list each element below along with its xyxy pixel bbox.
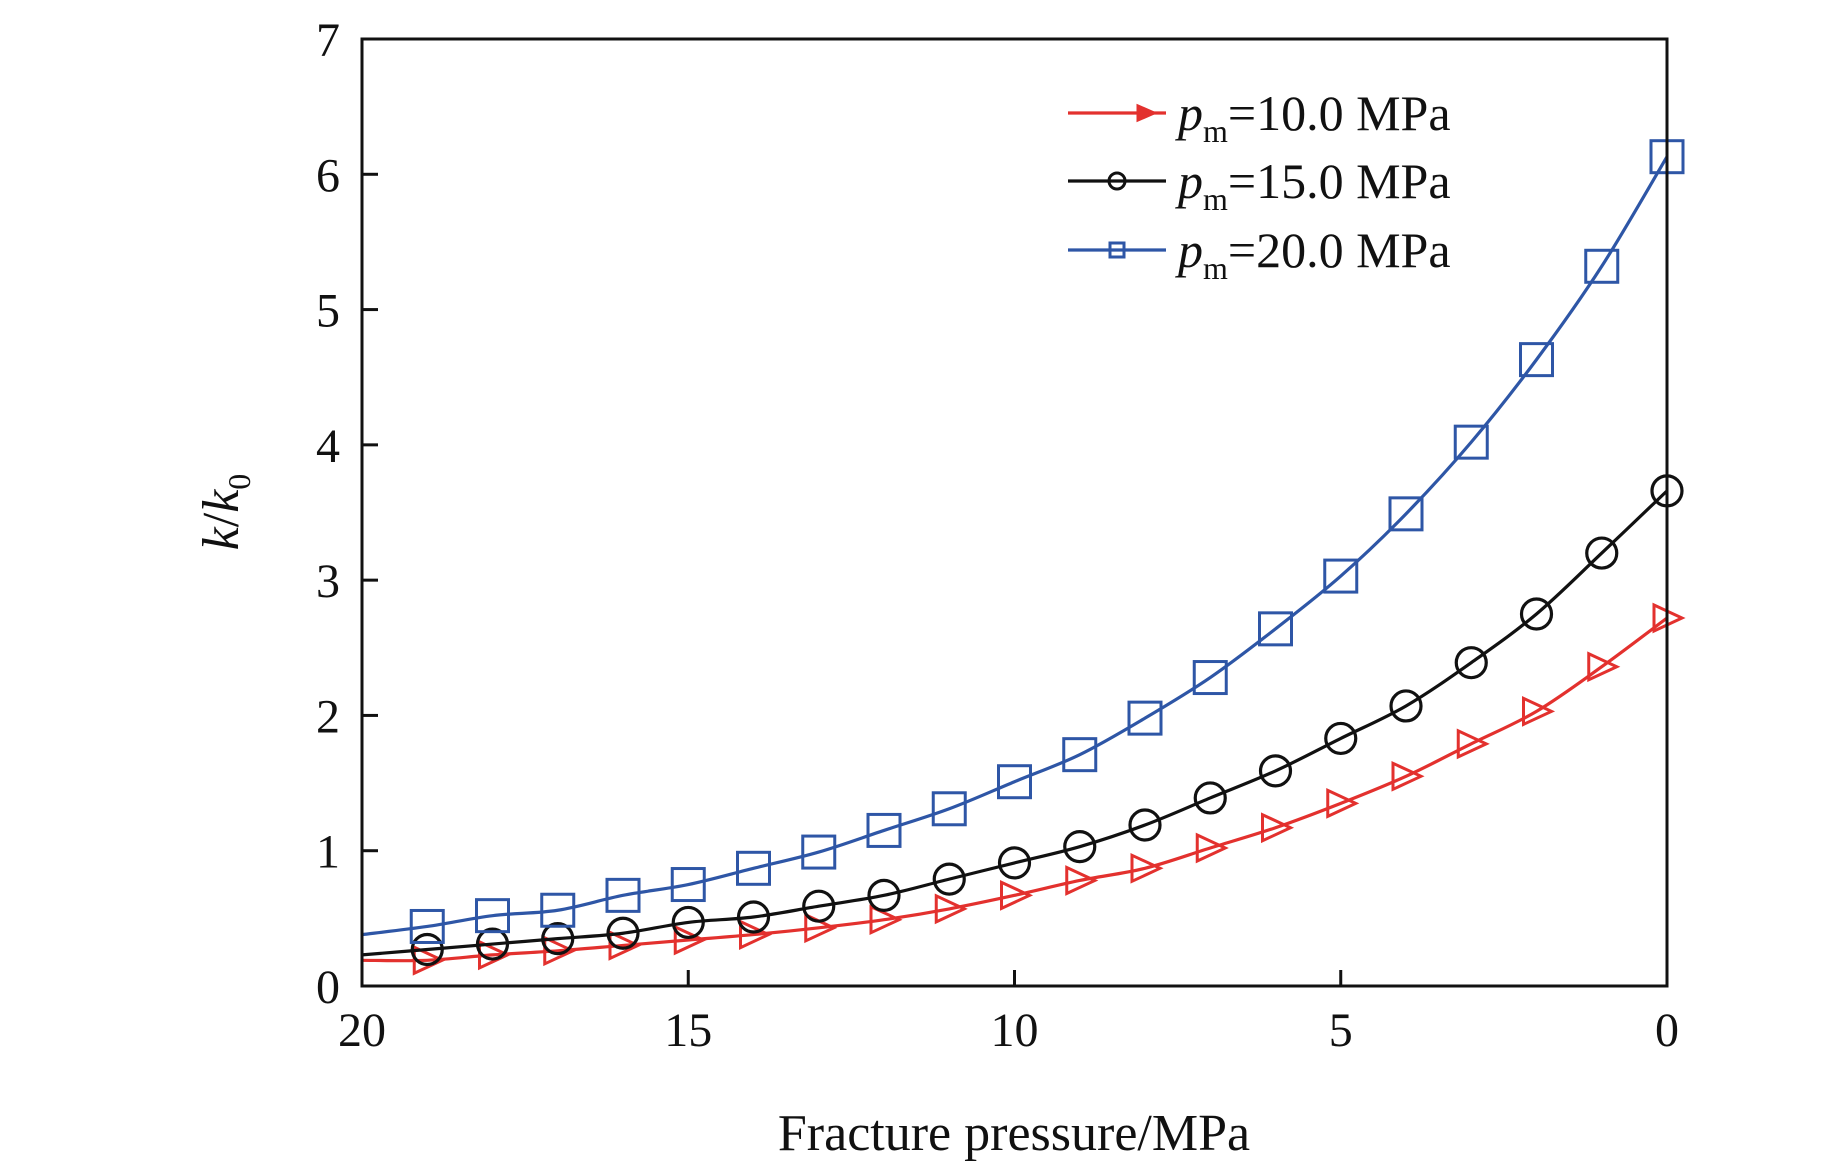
y-tick-label: 0	[316, 961, 340, 1014]
data-point	[1519, 597, 1554, 631]
legend-item: pm=20.0 MPa	[1068, 222, 1451, 286]
legend-item: pm=15.0 MPa	[1068, 153, 1451, 217]
x-tick-label: 20	[338, 1004, 386, 1057]
data-point	[1127, 700, 1163, 736]
svg-text:k/k0: k/k0	[193, 474, 257, 551]
data-point	[1453, 424, 1489, 460]
data-point	[931, 791, 967, 827]
y-tick-label: 1	[316, 826, 340, 879]
x-tick-label: 10	[991, 1004, 1039, 1057]
plot-frame	[360, 37, 1669, 988]
y-axis-title: k/k0	[193, 474, 257, 551]
x-tick-label: 5	[1329, 1004, 1353, 1057]
data-point	[1130, 852, 1164, 884]
data-point	[997, 846, 1032, 880]
data-point	[1128, 808, 1162, 842]
y-tick-label: 7	[316, 14, 340, 67]
y-axis-title-den: k	[193, 489, 250, 513]
data-point	[1065, 865, 1099, 896]
data-point	[409, 908, 445, 944]
data-point	[1000, 880, 1034, 911]
x-tick-label: 0	[1655, 1004, 1679, 1057]
data-point	[543, 935, 577, 967]
data-point	[671, 905, 705, 940]
data-point	[1389, 689, 1423, 723]
data-point	[540, 892, 576, 928]
data-point	[802, 889, 836, 923]
y-axis-title-num: k	[193, 526, 250, 550]
data-point	[1587, 651, 1621, 683]
data-point	[608, 930, 642, 961]
data-point	[1388, 496, 1424, 532]
series-line	[361, 489, 1669, 957]
legend-marker	[1107, 171, 1127, 191]
ticks-layer: 20 15 10 5 0 0 1 2 3 4 5 6 7	[316, 14, 1679, 1057]
data-point	[739, 919, 773, 950]
data-point	[673, 924, 707, 956]
x-axis-title: Fracture pressure/MPa	[778, 1105, 1250, 1162]
data-point	[1326, 788, 1360, 819]
series-3	[361, 139, 1685, 944]
data-point	[1323, 558, 1359, 594]
data-point	[478, 939, 512, 971]
data-point	[801, 834, 837, 870]
y-tick-label: 5	[316, 285, 340, 338]
data-point	[1584, 248, 1620, 284]
series-2	[361, 474, 1684, 967]
data-point	[1519, 342, 1554, 378]
data-point	[1258, 611, 1293, 647]
data-point	[1324, 721, 1358, 756]
y-tick-label: 6	[316, 149, 340, 202]
data-point	[1062, 737, 1098, 773]
data-point	[1193, 781, 1227, 815]
data-point	[867, 878, 901, 912]
y-tick-label: 4	[316, 420, 340, 473]
data-point	[1261, 812, 1295, 844]
data-point	[1192, 660, 1228, 696]
data-point	[934, 893, 968, 925]
legend-label: pm=10.0 MPa	[1175, 85, 1451, 149]
series-layer	[361, 139, 1686, 976]
data-point	[866, 812, 902, 848]
data-point	[606, 916, 640, 950]
data-point	[412, 944, 446, 976]
data-point	[736, 850, 771, 886]
data-point	[475, 898, 510, 934]
legend-item: pm=10.0 MPa	[1068, 85, 1451, 149]
data-point	[475, 927, 510, 961]
data-point	[1454, 646, 1488, 680]
data-point	[1522, 696, 1556, 727]
legend-label: pm=15.0 MPa	[1175, 153, 1451, 217]
data-point	[541, 922, 575, 956]
data-point	[1258, 754, 1293, 788]
data-point	[1195, 832, 1229, 864]
data-point	[1585, 536, 1619, 570]
data-point	[997, 764, 1032, 800]
legend-label: pm=20.0 MPa	[1175, 222, 1451, 286]
legend-marker	[1108, 241, 1126, 259]
data-point	[736, 900, 771, 934]
y-axis-title-den-sub: 0	[221, 474, 257, 490]
data-point	[670, 867, 706, 903]
y-tick-label: 2	[316, 690, 340, 743]
data-point	[869, 904, 903, 936]
y-tick-label: 3	[316, 555, 340, 608]
series-line	[361, 155, 1669, 937]
x-tick-label: 15	[664, 1004, 712, 1057]
series-1	[361, 602, 1686, 976]
data-point	[605, 877, 641, 913]
data-point	[932, 862, 966, 896]
data-point	[1391, 760, 1425, 792]
data-point	[410, 932, 444, 967]
legend-marker	[1136, 103, 1158, 123]
data-point	[1456, 728, 1490, 760]
data-point	[1063, 830, 1097, 864]
